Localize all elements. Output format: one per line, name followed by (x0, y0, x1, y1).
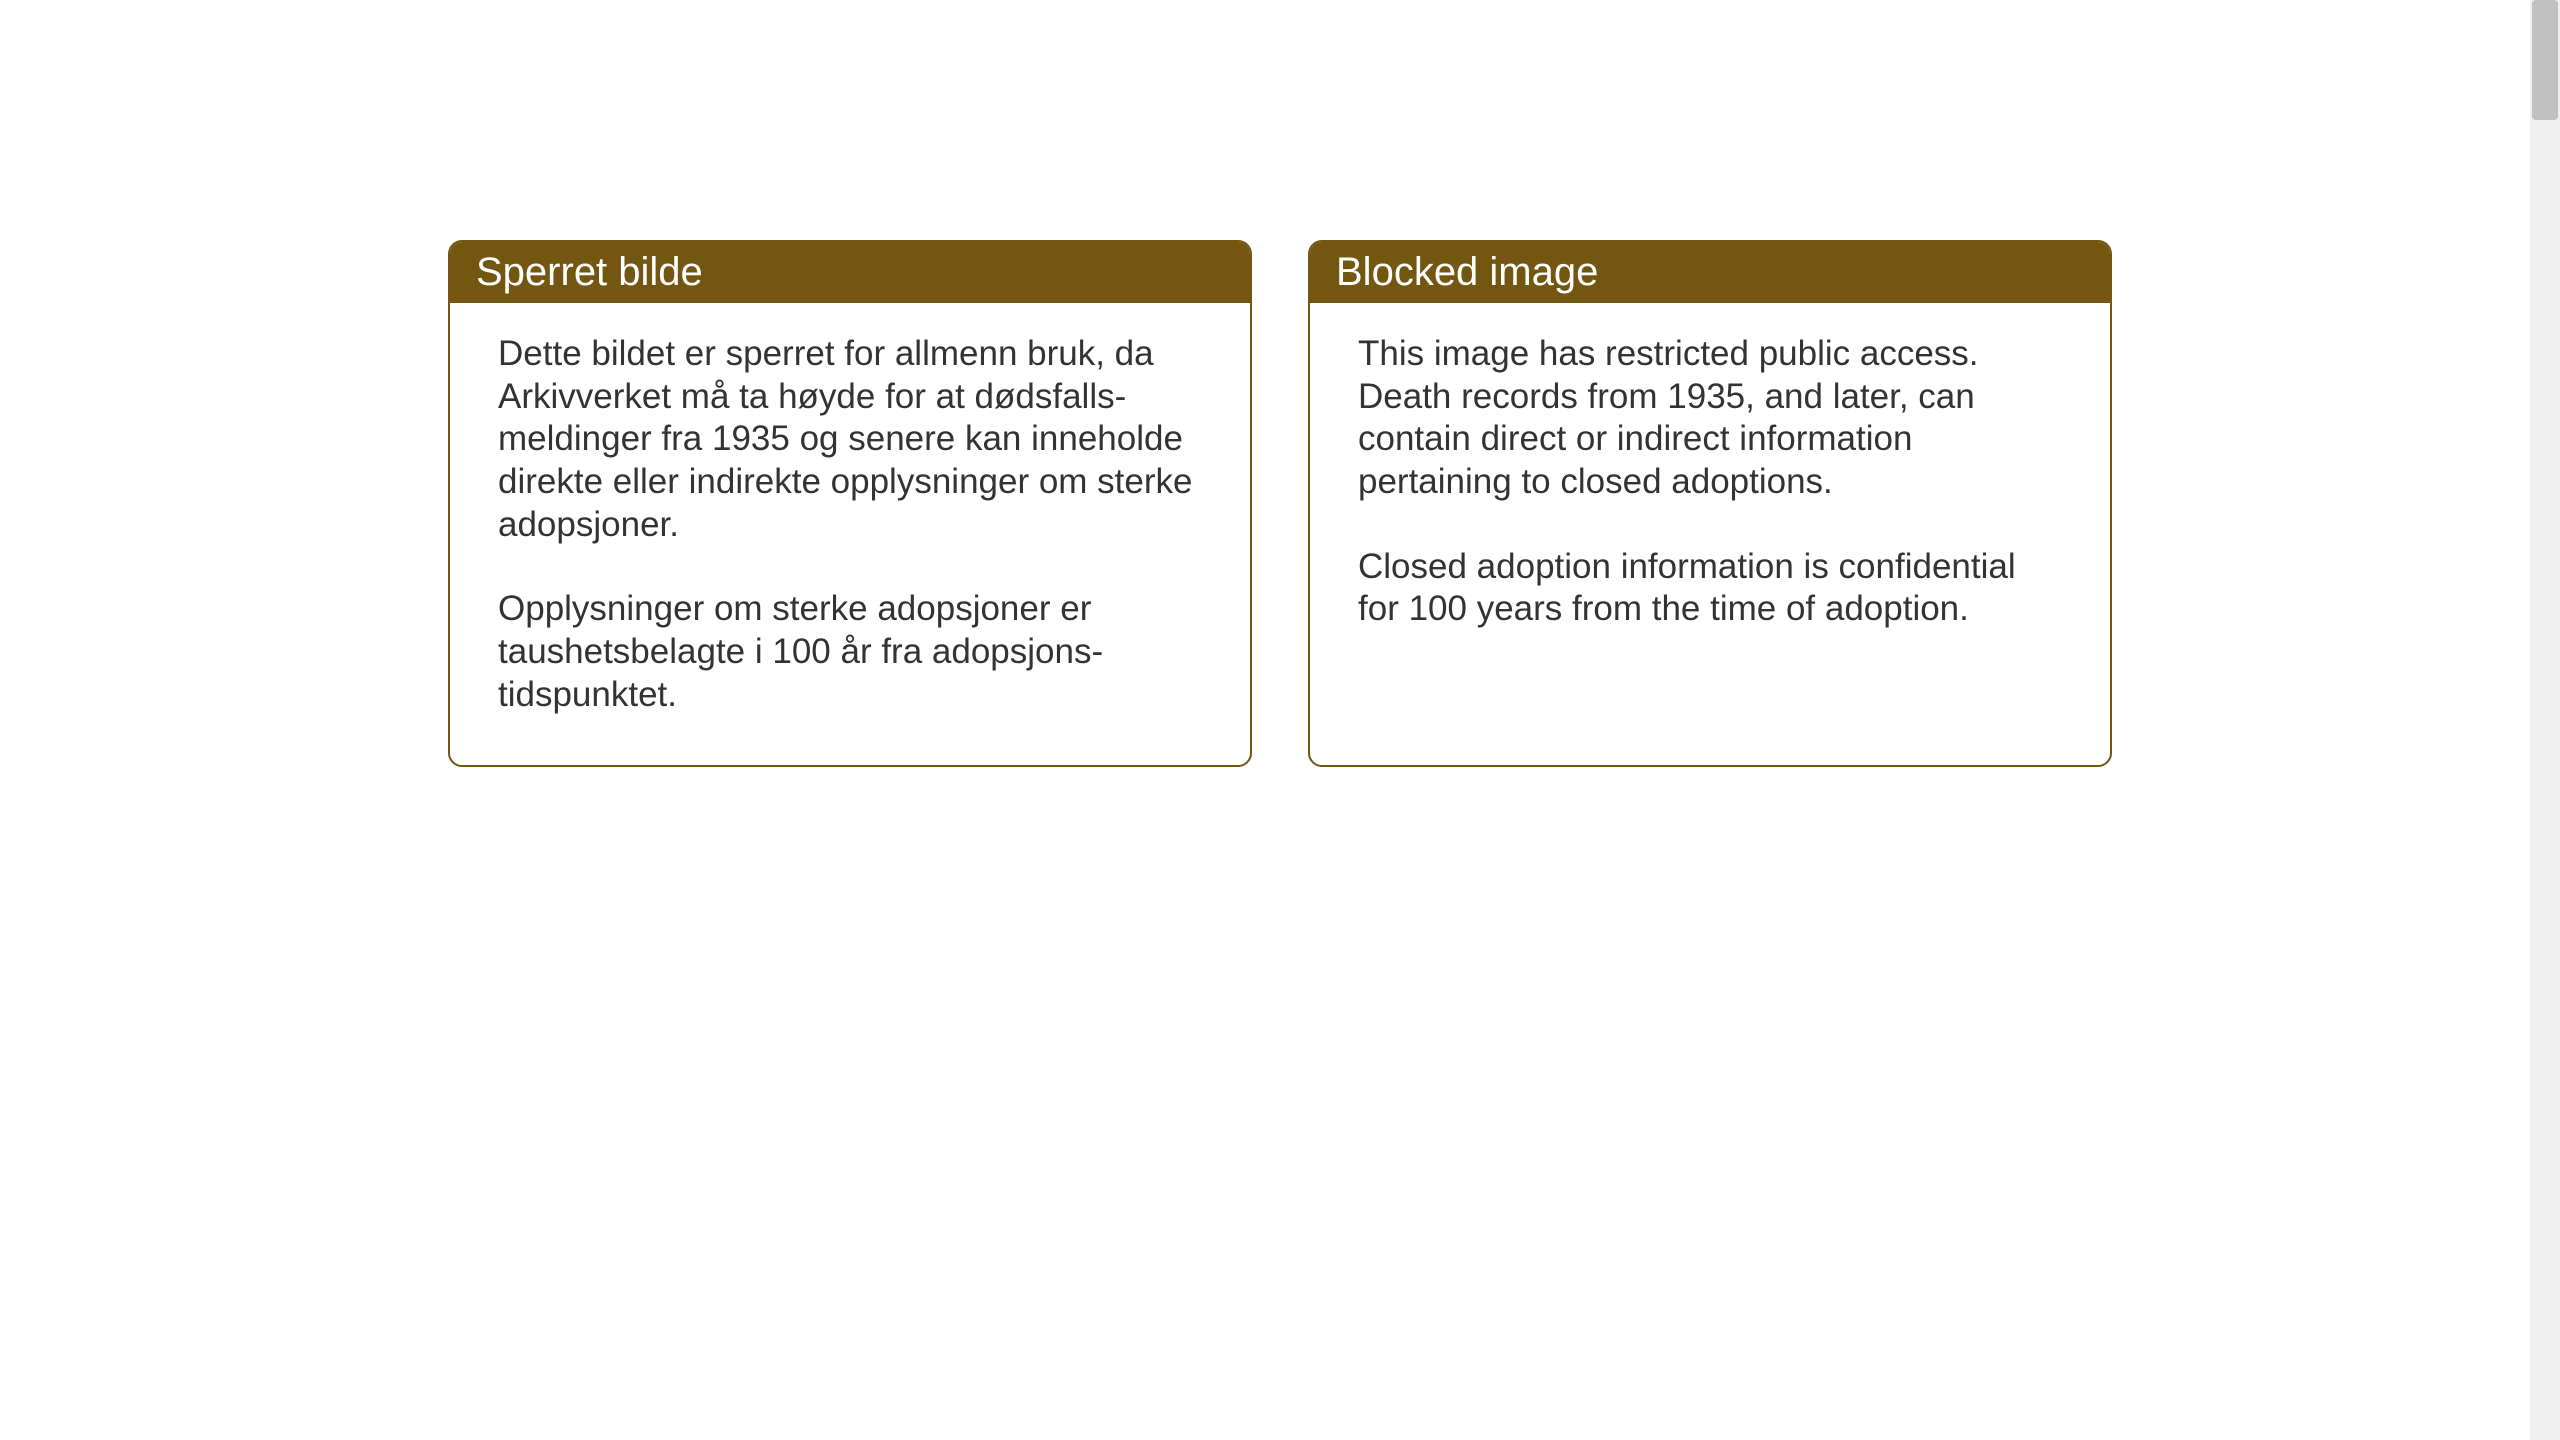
card-header-norwegian: Sperret bilde (450, 242, 1250, 303)
card-paragraph: Opplysninger om sterke adopsjoner er tau… (498, 588, 1202, 716)
card-paragraph: This image has restricted public access.… (1358, 333, 2062, 504)
card-body-norwegian: Dette bildet er sperret for allmenn bruk… (450, 303, 1250, 765)
card-title: Blocked image (1336, 250, 1598, 294)
notice-container: Sperret bilde Dette bildet er sperret fo… (448, 240, 2112, 767)
vertical-scrollbar[interactable] (2530, 0, 2560, 1440)
card-body-english: This image has restricted public access.… (1310, 303, 2110, 679)
card-paragraph: Dette bildet er sperret for allmenn bruk… (498, 333, 1202, 546)
card-title: Sperret bilde (476, 250, 703, 294)
scrollbar-thumb[interactable] (2532, 0, 2558, 120)
card-paragraph: Closed adoption information is confident… (1358, 546, 2062, 631)
notice-card-english: Blocked image This image has restricted … (1308, 240, 2112, 767)
notice-card-norwegian: Sperret bilde Dette bildet er sperret fo… (448, 240, 1252, 767)
card-header-english: Blocked image (1310, 242, 2110, 303)
